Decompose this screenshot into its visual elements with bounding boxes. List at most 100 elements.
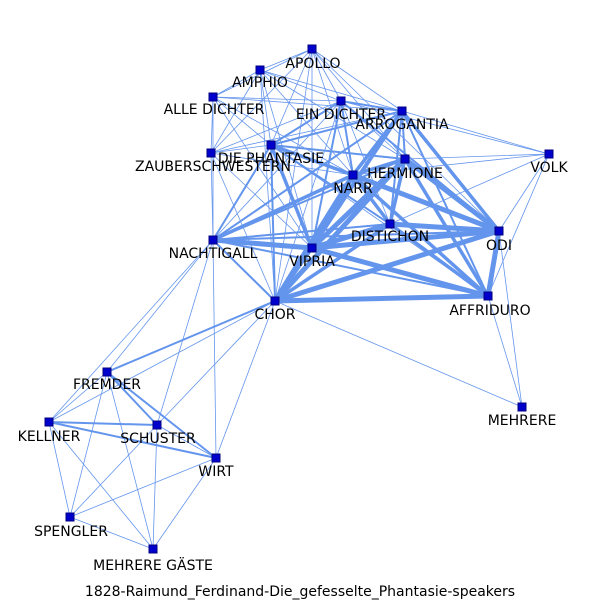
graph-title: 1828-Raimund_Ferdinand-Die_gefesselte_Ph…: [85, 584, 515, 600]
edge-nachtigall-ein_dichter: [212, 100, 342, 241]
edge-nachtigall-schuster: [156, 239, 214, 426]
edge-hermione-arrogantia: [401, 110, 406, 160]
edge-kellner-wirt: [48, 421, 217, 459]
edge-vipria-nachtigall: [210, 237, 315, 251]
node-zauberschwestern: [206, 148, 216, 158]
node-label-kellner: KELLNER: [18, 429, 81, 445]
edge-odi-volk: [498, 153, 550, 232]
edge-chor-die_phantasie: [270, 144, 276, 302]
edge-schuster-wirt: [156, 424, 217, 459]
edge-kellner-spengler: [48, 421, 71, 518]
edge-alle_dichter-zauberschwestern: [210, 96, 214, 154]
edge-distichon-die_phantasie: [270, 144, 391, 225]
edge-spengler-mehrere_gaeste: [69, 516, 154, 550]
edge-narr-arrogantia: [351, 109, 404, 177]
edge-distichon-ein_dichter: [340, 100, 391, 225]
edge-volk-arrogantia: [401, 110, 550, 155]
node-label-chor: CHOR: [254, 307, 295, 323]
edge-kellner-mehrere_gaeste: [48, 421, 154, 550]
node-schuster: [152, 420, 162, 430]
edge-odi-distichon: [387, 221, 502, 234]
node-mehrere_gaeste: [148, 544, 158, 554]
edge-apollo-zauberschwestern: [210, 48, 313, 154]
edge-odi-die_phantasie: [270, 144, 500, 232]
edge-arrogantia-ein_dichter: [340, 100, 403, 112]
edge-vipria-amphio: [259, 69, 313, 249]
edge-chor-amphio: [259, 69, 276, 302]
edge-odi-apollo: [311, 48, 500, 232]
edge-hermione-distichon: [388, 157, 407, 226]
node-label-fremder: FREMDER: [73, 377, 141, 393]
node-amphio: [255, 65, 265, 75]
node-chor: [270, 296, 280, 306]
edge-wirt-spengler: [69, 457, 217, 518]
node-layer: [44, 44, 554, 554]
edge-fremder-wirt: [106, 371, 217, 459]
edge-chor-schuster: [156, 300, 276, 426]
node-odi: [494, 226, 504, 236]
node-label-wirt: WIRT: [198, 464, 234, 480]
edge-ein_dichter-alle_dichter: [212, 96, 342, 102]
edge-die_phantasie-zauberschwestern: [210, 144, 272, 154]
edge-chor-affriduro: [272, 293, 491, 304]
edge-hermione-nachtigall: [212, 158, 406, 241]
edge-apollo-amphio: [259, 48, 313, 71]
node-apollo: [307, 44, 317, 54]
node-hermione: [400, 154, 410, 164]
node-label-spengler: SPENGLER: [34, 524, 108, 540]
edge-chor-fremder: [106, 300, 276, 373]
edge-odi-ein_dichter: [340, 100, 500, 232]
node-label-affriduro: AFFRIDURO: [449, 303, 530, 319]
edge-fremder-schuster: [106, 371, 158, 426]
edge-chor-apollo: [274, 48, 313, 302]
edge-narr-ein_dichter: [340, 100, 354, 176]
edge-odi-affriduro: [485, 228, 502, 299]
edge-chor-kellner: [48, 300, 276, 423]
node-spengler: [65, 512, 75, 522]
edge-chor-nachtigall: [212, 239, 276, 302]
node-label-distichon: DISTICHON: [351, 229, 429, 245]
edge-ein_dichter-zauberschwestern: [210, 100, 342, 154]
label-layer: APOLLO AMPHIO ALLE DICHTER EIN DICHTERARROG…: [18, 56, 569, 574]
edge-odi-nachtigall: [212, 230, 500, 241]
node-label-schuster: SCHUSTER: [120, 431, 196, 447]
edge-fremder-kellner: [48, 371, 108, 423]
edge-volk-distichon: [389, 153, 550, 225]
node-label-hermione: HERMIONE: [367, 166, 443, 182]
edge-affriduro-distichon: [388, 222, 490, 298]
node-label-alle_dichter: ALLE DICHTER: [164, 102, 265, 118]
edge-hermione-amphio: [259, 69, 406, 160]
edge-chor-odi: [272, 228, 502, 304]
edge-affriduro-nachtigall: [212, 239, 489, 297]
node-affriduro: [483, 291, 493, 301]
node-alle_dichter: [208, 92, 218, 102]
node-label-arrogantia: ARROGANTIA: [355, 117, 449, 133]
edge-schuster-spengler: [69, 424, 158, 518]
edge-ein_dichter-amphio: [259, 69, 342, 102]
node-label-die_phantasie: DIE PHANTASIE: [218, 151, 324, 167]
node-volk: [544, 149, 554, 159]
node-mehrere: [517, 402, 527, 412]
edge-chor-hermione: [272, 156, 408, 304]
edge-schuster-kellner: [48, 421, 158, 426]
edge-distichon-arrogantia: [389, 110, 403, 225]
node-ein_dichter: [336, 96, 346, 106]
edge-narr-zauberschwestern: [210, 152, 354, 176]
node-label-apollo: APOLLO: [285, 56, 340, 72]
edge-fremder-spengler: [69, 371, 108, 518]
node-label-vipria: VIPRIA: [289, 254, 335, 270]
edge-chor-mehrere: [274, 300, 523, 408]
edge-chor-wirt: [215, 300, 276, 459]
edge-amphio-alle_dichter: [212, 69, 261, 98]
edge-nachtigall-die_phantasie: [212, 144, 272, 241]
edge-die_phantasie-ein_dichter: [270, 100, 342, 146]
edge-hermione-die_phantasie: [270, 144, 406, 160]
edge-narr-apollo: [311, 48, 354, 176]
node-label-nachtigall: NACHTIGALL: [169, 246, 258, 262]
node-arrogantia: [397, 106, 407, 116]
edge-amphio-zauberschwestern: [210, 69, 261, 154]
edge-chor-distichon: [273, 222, 392, 303]
edge-affriduro-mehrere: [487, 295, 523, 408]
edge-narr-distichon: [351, 173, 392, 226]
